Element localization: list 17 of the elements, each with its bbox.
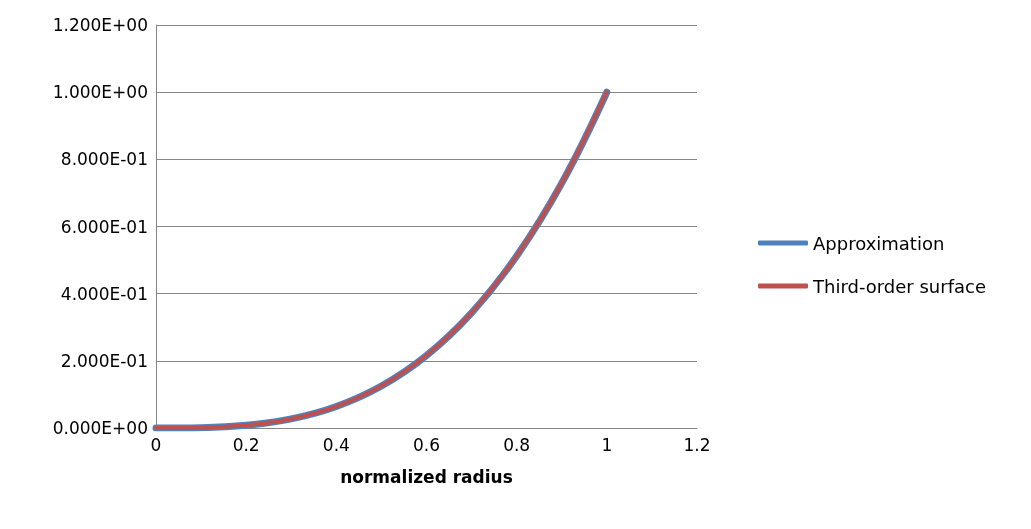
x-tick-label: 0.2 — [232, 434, 260, 455]
y-tick-label: 6.000E-01 — [60, 216, 148, 237]
y-tick-label: 4.000E-01 — [60, 283, 148, 304]
x-tick-label: 0 — [150, 434, 162, 455]
x-tick-label: 1 — [601, 434, 613, 455]
y-tick-label: 1.200E+00 — [52, 15, 148, 35]
y-tick-label: 1.000E+00 — [52, 82, 148, 103]
y-tick-label: 2.000E-01 — [60, 350, 148, 371]
x-tick-label: 1.2 — [683, 434, 711, 455]
legend-label: Approximation — [813, 232, 945, 254]
x-tick-label: 0.8 — [503, 434, 531, 455]
legend-label: Third-order surface — [812, 275, 986, 297]
x-axis-title: normalized radius — [340, 466, 513, 487]
x-tick-label: 0.6 — [412, 434, 441, 455]
y-tick-label: 0.000E+00 — [52, 418, 148, 438]
x-tick-label: 0.4 — [322, 434, 350, 455]
y-tick-label: 8.000E-01 — [60, 149, 148, 170]
